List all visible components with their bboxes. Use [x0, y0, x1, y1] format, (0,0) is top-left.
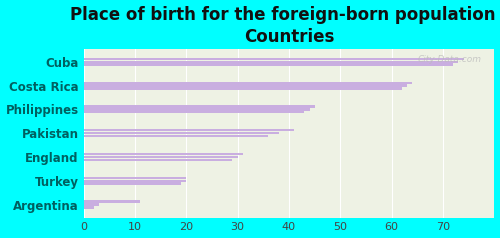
- Bar: [84, 200, 140, 203]
- Bar: [84, 206, 94, 208]
- Bar: [84, 111, 304, 113]
- Bar: [84, 135, 268, 137]
- Text: City-Data.com: City-Data.com: [418, 55, 482, 64]
- Bar: [84, 159, 233, 161]
- Bar: [84, 182, 181, 185]
- Bar: [84, 61, 458, 63]
- Bar: [84, 87, 402, 90]
- Bar: [84, 105, 314, 108]
- Bar: [84, 177, 186, 179]
- Title: Place of birth for the foreign-born population -
Countries: Place of birth for the foreign-born popu…: [70, 5, 500, 46]
- Bar: [84, 129, 294, 131]
- Bar: [84, 84, 407, 87]
- Bar: [84, 153, 243, 155]
- Bar: [84, 64, 454, 66]
- Bar: [84, 82, 412, 84]
- Bar: [84, 156, 237, 158]
- Bar: [84, 203, 99, 206]
- Bar: [84, 132, 278, 134]
- Bar: [84, 58, 464, 60]
- Bar: [84, 108, 310, 110]
- Bar: [84, 179, 186, 182]
